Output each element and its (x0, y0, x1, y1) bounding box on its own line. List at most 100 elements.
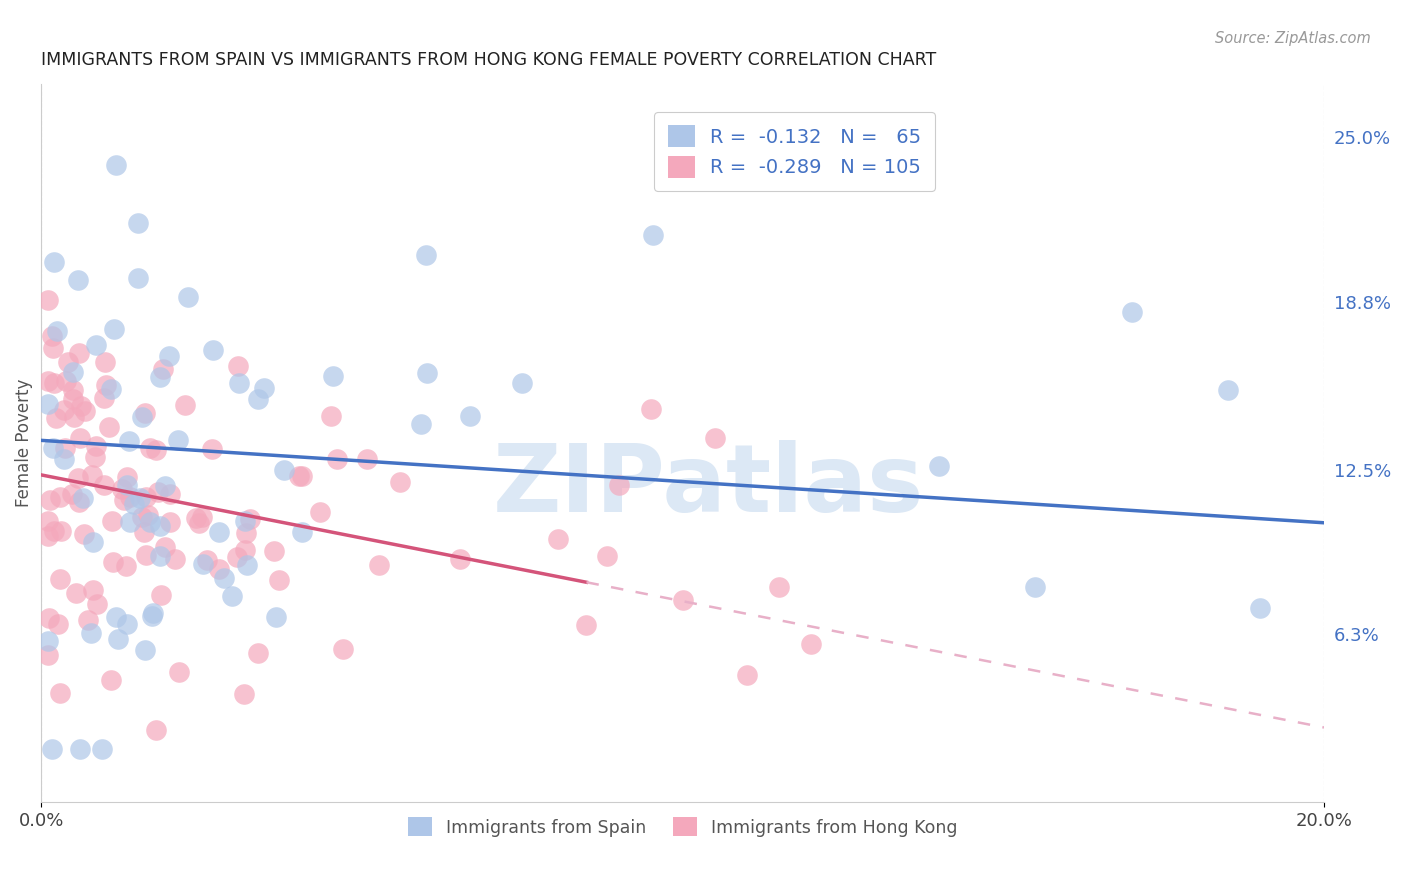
Point (42, 376, 65, 390)
Point (75, 404, 97, 418)
Point (53, 452, 76, 467)
Point (101, 514, 124, 528)
Point (309, 505, 332, 519)
Point (246, 646, 269, 660)
Point (233, 543, 256, 558)
Point (107, 632, 129, 646)
Point (51, 524, 73, 539)
Point (269, 573, 291, 587)
Point (547, 532, 569, 546)
Point (449, 552, 471, 566)
Point (62, 383, 84, 397)
Point (135, 490, 157, 504)
Point (142, 606, 165, 620)
Point (127, 215, 149, 229)
Point (640, 402, 662, 417)
Point (55, 375, 77, 389)
Point (63, 409, 86, 424)
Point (82, 534, 104, 549)
Point (236, 558, 259, 573)
Point (42, 255, 65, 269)
Point (48, 686, 70, 700)
Point (253, 381, 276, 395)
Point (239, 512, 262, 526)
Point (136, 508, 159, 522)
Point (291, 468, 314, 483)
Point (167, 665, 190, 679)
Point (66, 471, 89, 485)
Point (62, 392, 84, 407)
Point (67, 346, 90, 360)
Point (202, 343, 225, 357)
Point (184, 511, 207, 525)
Point (49, 490, 72, 504)
Point (55, 442, 77, 456)
Point (100, 673, 122, 688)
Point (84, 338, 107, 352)
Point (325, 451, 347, 466)
Point (149, 518, 172, 533)
Point (233, 686, 256, 700)
Point (159, 487, 181, 501)
Point (45, 324, 67, 338)
Point (195, 552, 218, 566)
Point (72, 491, 94, 505)
Point (703, 431, 725, 445)
Point (153, 540, 176, 554)
Text: IMMIGRANTS FROM SPAIN VS IMMIGRANTS FROM HONG KONG FEMALE POVERTY CORRELATION CH: IMMIGRANTS FROM SPAIN VS IMMIGRANTS FROM… (41, 51, 936, 69)
Point (1121, 305, 1143, 319)
Point (191, 558, 214, 572)
Point (38, 611, 60, 625)
Point (356, 452, 378, 467)
Point (69, 431, 91, 445)
Point (37, 397, 59, 411)
Point (319, 409, 342, 424)
Point (163, 551, 186, 566)
Point (73, 527, 96, 541)
Point (191, 510, 214, 524)
Point (41, 329, 63, 343)
Point (42, 441, 65, 455)
Point (149, 369, 172, 384)
Point (768, 580, 790, 594)
Point (115, 616, 138, 631)
Point (263, 544, 285, 558)
Point (212, 570, 235, 584)
Point (149, 549, 172, 563)
Point (80, 626, 103, 640)
Point (115, 470, 138, 484)
Point (228, 359, 250, 374)
Point (1216, 383, 1239, 397)
Point (367, 558, 389, 572)
Point (159, 516, 181, 530)
Point (208, 562, 231, 576)
Point (104, 610, 127, 624)
Point (134, 524, 156, 539)
Point (166, 433, 188, 447)
Point (38, 492, 60, 507)
Point (150, 588, 173, 602)
Point (146, 484, 169, 499)
Point (37, 633, 59, 648)
Point (69, 741, 91, 756)
Point (118, 434, 141, 448)
Point (131, 510, 153, 524)
Point (82, 583, 104, 598)
Point (332, 642, 354, 657)
Point (145, 723, 167, 738)
Point (37, 648, 59, 662)
Point (134, 406, 156, 420)
Point (56, 355, 79, 369)
Point (207, 524, 229, 539)
Point (120, 515, 142, 529)
Point (83, 450, 105, 464)
Point (48, 572, 70, 586)
Point (460, 409, 482, 424)
Point (60, 487, 83, 501)
Point (46, 616, 69, 631)
Point (44, 524, 66, 538)
Point (128, 491, 150, 505)
Point (139, 442, 162, 456)
Point (93, 478, 115, 492)
Point (157, 350, 180, 364)
